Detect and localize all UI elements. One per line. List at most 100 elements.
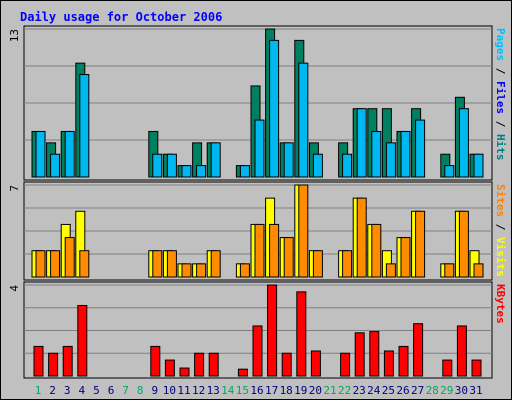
day-label-28: 28 bbox=[426, 384, 439, 397]
bar-pages-day-19 bbox=[298, 62, 309, 178]
bar-pages-day-13 bbox=[210, 142, 221, 178]
bar-pages-day-31 bbox=[473, 153, 484, 178]
legend-part: / bbox=[494, 61, 507, 81]
bar-kbytes-day-24 bbox=[369, 331, 380, 377]
day-label-3: 3 bbox=[64, 384, 71, 397]
bar-pages-day-29 bbox=[444, 165, 455, 178]
legend-part: / bbox=[494, 114, 507, 134]
legend-part: Files bbox=[494, 81, 507, 114]
bar-pages-day-3 bbox=[64, 130, 75, 178]
bar-sites-day-18 bbox=[283, 237, 294, 278]
bar-kbytes-day-29 bbox=[442, 359, 453, 377]
day-label-8: 8 bbox=[137, 384, 144, 397]
day-label-10: 10 bbox=[163, 384, 176, 397]
day-label-2: 2 bbox=[49, 384, 56, 397]
bar-sites-day-27 bbox=[415, 210, 426, 278]
day-label-27: 27 bbox=[411, 384, 424, 397]
legend-part: KBytes bbox=[494, 284, 507, 324]
day-label-20: 20 bbox=[309, 384, 322, 397]
day-label-16: 16 bbox=[250, 384, 263, 397]
y-max-label-bottom: 4 bbox=[8, 285, 21, 292]
bar-pages-day-22 bbox=[342, 153, 353, 178]
bar-pages-day-20 bbox=[312, 153, 323, 178]
day-label-29: 29 bbox=[440, 384, 453, 397]
panel-top: 13 Pages / Files / Hits bbox=[8, 25, 507, 181]
bar-sites-day-24 bbox=[371, 223, 382, 278]
bar-kbytes-day-16 bbox=[252, 325, 263, 377]
bar-sites-day-26 bbox=[400, 237, 411, 278]
bar-kbytes-day-3 bbox=[62, 345, 73, 377]
bar-pages-day-26 bbox=[400, 130, 411, 178]
bar-kbytes-day-10 bbox=[164, 359, 175, 377]
bar-pages-day-25 bbox=[385, 142, 396, 178]
bar-sites-day-11 bbox=[181, 263, 192, 278]
bar-kbytes-day-4 bbox=[77, 304, 88, 377]
bar-pages-day-27 bbox=[415, 119, 426, 178]
bar-kbytes-day-30 bbox=[456, 325, 467, 377]
legend-part: Pages bbox=[494, 28, 507, 61]
panel-bottom: 4 KBytes bbox=[8, 281, 507, 379]
bar-sites-day-3 bbox=[64, 237, 75, 278]
day-label-13: 13 bbox=[207, 384, 220, 397]
day-label-30: 30 bbox=[455, 384, 468, 397]
bar-sites-day-25 bbox=[385, 263, 396, 278]
series-legend-top: Pages / Files / Hits bbox=[494, 28, 507, 161]
bar-pages-day-12 bbox=[196, 165, 207, 178]
bar-pages-day-23 bbox=[356, 108, 367, 178]
bar-kbytes-day-31 bbox=[471, 359, 482, 377]
bar-kbytes-day-17 bbox=[267, 284, 278, 377]
chart-title: Daily usage for October 2006 bbox=[20, 10, 222, 24]
legend-part: / bbox=[494, 217, 507, 237]
bar-pages-day-16 bbox=[254, 119, 265, 178]
bar-sites-day-17 bbox=[269, 223, 280, 278]
bar-kbytes-day-20 bbox=[310, 350, 321, 377]
bar-pages-day-24 bbox=[371, 130, 382, 178]
bar-pages-day-9 bbox=[152, 153, 163, 178]
bar-sites-day-15 bbox=[239, 263, 250, 278]
series-legend-bottom: KBytes bbox=[494, 284, 507, 324]
bar-kbytes-day-25 bbox=[383, 350, 394, 377]
legend-part: Visits bbox=[494, 237, 507, 277]
day-label-21: 21 bbox=[323, 384, 336, 397]
day-label-18: 18 bbox=[280, 384, 293, 397]
bar-kbytes-day-26 bbox=[398, 345, 409, 377]
bar-sites-day-1 bbox=[35, 250, 46, 278]
panels-layer: 13 Pages / Files / Hits 7 Sites / Visits 4 KB… bbox=[8, 25, 507, 379]
day-label-5: 5 bbox=[93, 384, 100, 397]
series-legend-middle: Sites / Visits bbox=[494, 184, 507, 277]
bar-pages-day-18 bbox=[283, 142, 294, 178]
bar-kbytes-day-2 bbox=[48, 352, 59, 377]
bar-kbytes-day-23 bbox=[354, 332, 365, 377]
bar-kbytes-day-27 bbox=[413, 323, 424, 377]
legend-part: Sites bbox=[494, 184, 507, 217]
bar-kbytes-day-12 bbox=[194, 352, 205, 377]
bar-kbytes-day-22 bbox=[340, 352, 351, 377]
day-label-7: 7 bbox=[122, 384, 129, 397]
day-label-19: 19 bbox=[294, 384, 307, 397]
bar-kbytes-day-9 bbox=[150, 345, 161, 377]
bar-pages-day-15 bbox=[239, 165, 250, 178]
bar-sites-day-30 bbox=[458, 210, 469, 278]
day-label-11: 11 bbox=[177, 384, 190, 397]
bar-sites-day-2 bbox=[50, 250, 61, 278]
bar-sites-day-23 bbox=[356, 197, 367, 278]
panel-middle: 7 Sites / Visits bbox=[8, 181, 507, 281]
bar-sites-day-16 bbox=[254, 223, 265, 278]
day-label-12: 12 bbox=[192, 384, 205, 397]
bar-kbytes-day-18 bbox=[281, 352, 292, 377]
bar-sites-day-20 bbox=[312, 250, 323, 278]
bar-kbytes-day-1 bbox=[33, 345, 44, 377]
legend-part: Hits bbox=[494, 134, 507, 161]
x-axis-day-labels: 1 2 3 4 5 6 7 8 9 10 11 12 13 14 15 16 17 18 19 20 21 22 23 24 2… bbox=[35, 384, 483, 397]
y-max-label-middle: 7 bbox=[8, 185, 21, 192]
day-label-24: 24 bbox=[367, 384, 381, 397]
bar-pages-day-4 bbox=[79, 74, 90, 178]
y-max-label-top: 13 bbox=[8, 29, 21, 42]
bar-kbytes-day-13 bbox=[208, 352, 219, 377]
day-label-4: 4 bbox=[78, 384, 85, 397]
day-label-26: 26 bbox=[396, 384, 409, 397]
day-label-17: 17 bbox=[265, 384, 278, 397]
bar-pages-day-30 bbox=[458, 108, 469, 178]
